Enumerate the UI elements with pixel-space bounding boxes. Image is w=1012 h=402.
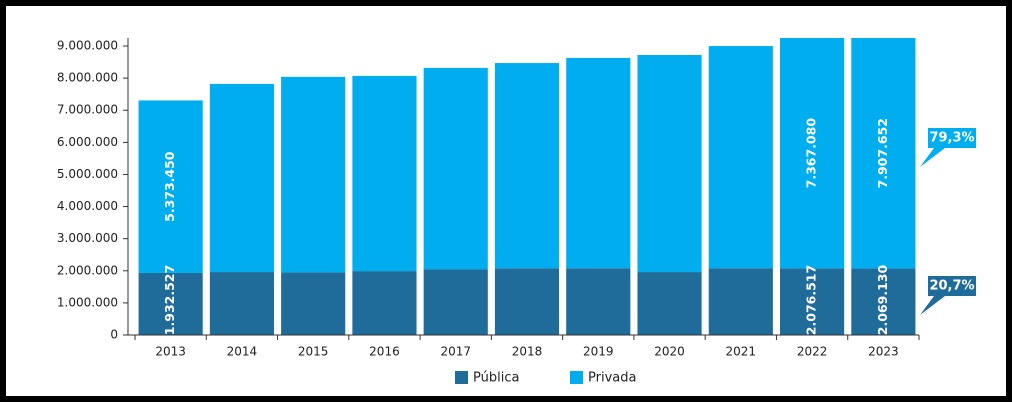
bar-segment bbox=[352, 271, 417, 335]
bar-segment bbox=[494, 268, 560, 335]
y-tick-label: 4.000.000 bbox=[57, 199, 118, 213]
bar-segment bbox=[637, 272, 702, 335]
bar-segment bbox=[851, 268, 916, 335]
callout bbox=[920, 276, 976, 315]
y-tick-label: 8.000.000 bbox=[57, 71, 118, 85]
legend-label: Pública bbox=[473, 371, 519, 386]
bar-segment bbox=[423, 67, 488, 270]
value-label: 7.907.652 bbox=[875, 118, 890, 188]
bar-segment bbox=[209, 272, 274, 335]
y-tick-label: 3.000.000 bbox=[57, 231, 118, 245]
bar-segment bbox=[780, 268, 845, 335]
legend-swatch bbox=[455, 371, 468, 384]
bar-segment bbox=[780, 38, 845, 269]
bar-segment bbox=[281, 76, 346, 273]
y-tick-label: 9.000.000 bbox=[57, 39, 118, 53]
bar-segment bbox=[352, 75, 417, 272]
value-label: 7.367.080 bbox=[804, 118, 819, 189]
x-tick-label: 2021 bbox=[726, 345, 757, 359]
y-tick-label: 0 bbox=[110, 328, 118, 342]
x-tick-label: 2013 bbox=[155, 345, 186, 359]
bar-segment bbox=[423, 269, 488, 335]
bar-segment bbox=[209, 83, 274, 273]
x-tick-label: 2016 bbox=[369, 345, 400, 359]
bar-segment bbox=[637, 55, 702, 273]
y-tick-label: 1.000.000 bbox=[57, 295, 118, 309]
x-tick-label: 2018 bbox=[512, 345, 543, 359]
bar-segment bbox=[851, 38, 916, 269]
value-label: 2.069.130 bbox=[875, 265, 890, 336]
x-tick-label: 2023 bbox=[868, 345, 899, 359]
bar-segment bbox=[566, 268, 631, 335]
plot-area bbox=[138, 38, 916, 335]
bar-segment bbox=[708, 46, 773, 269]
bar-segment bbox=[281, 272, 346, 335]
legend-swatch bbox=[570, 371, 583, 384]
bar-segment bbox=[138, 272, 203, 335]
bar-segment bbox=[566, 57, 631, 269]
legend-label: Privada bbox=[588, 371, 636, 386]
bar-segment bbox=[138, 100, 203, 273]
y-tick-label: 7.000.000 bbox=[57, 103, 118, 117]
value-label: 1.932.527 bbox=[162, 265, 177, 335]
value-label: 2.076.517 bbox=[804, 265, 819, 335]
callout bbox=[920, 128, 976, 167]
value-label: 5.373.450 bbox=[162, 151, 177, 222]
bar-segment bbox=[708, 268, 773, 335]
y-tick-label: 2.000.000 bbox=[57, 263, 118, 277]
x-tick-label: 2020 bbox=[654, 345, 685, 359]
x-tick-label: 2017 bbox=[440, 345, 471, 359]
y-tick-label: 5.000.000 bbox=[57, 167, 118, 181]
share-label: 79,3% bbox=[929, 131, 974, 146]
bar-segment bbox=[494, 63, 560, 269]
y-tick-label: 6.000.000 bbox=[57, 135, 118, 149]
share-label: 20,7% bbox=[929, 279, 974, 294]
x-tick-label: 2019 bbox=[583, 345, 614, 359]
x-tick-label: 2015 bbox=[298, 345, 329, 359]
x-tick-label: 2022 bbox=[797, 345, 828, 359]
x-tick-label: 2014 bbox=[227, 345, 258, 359]
